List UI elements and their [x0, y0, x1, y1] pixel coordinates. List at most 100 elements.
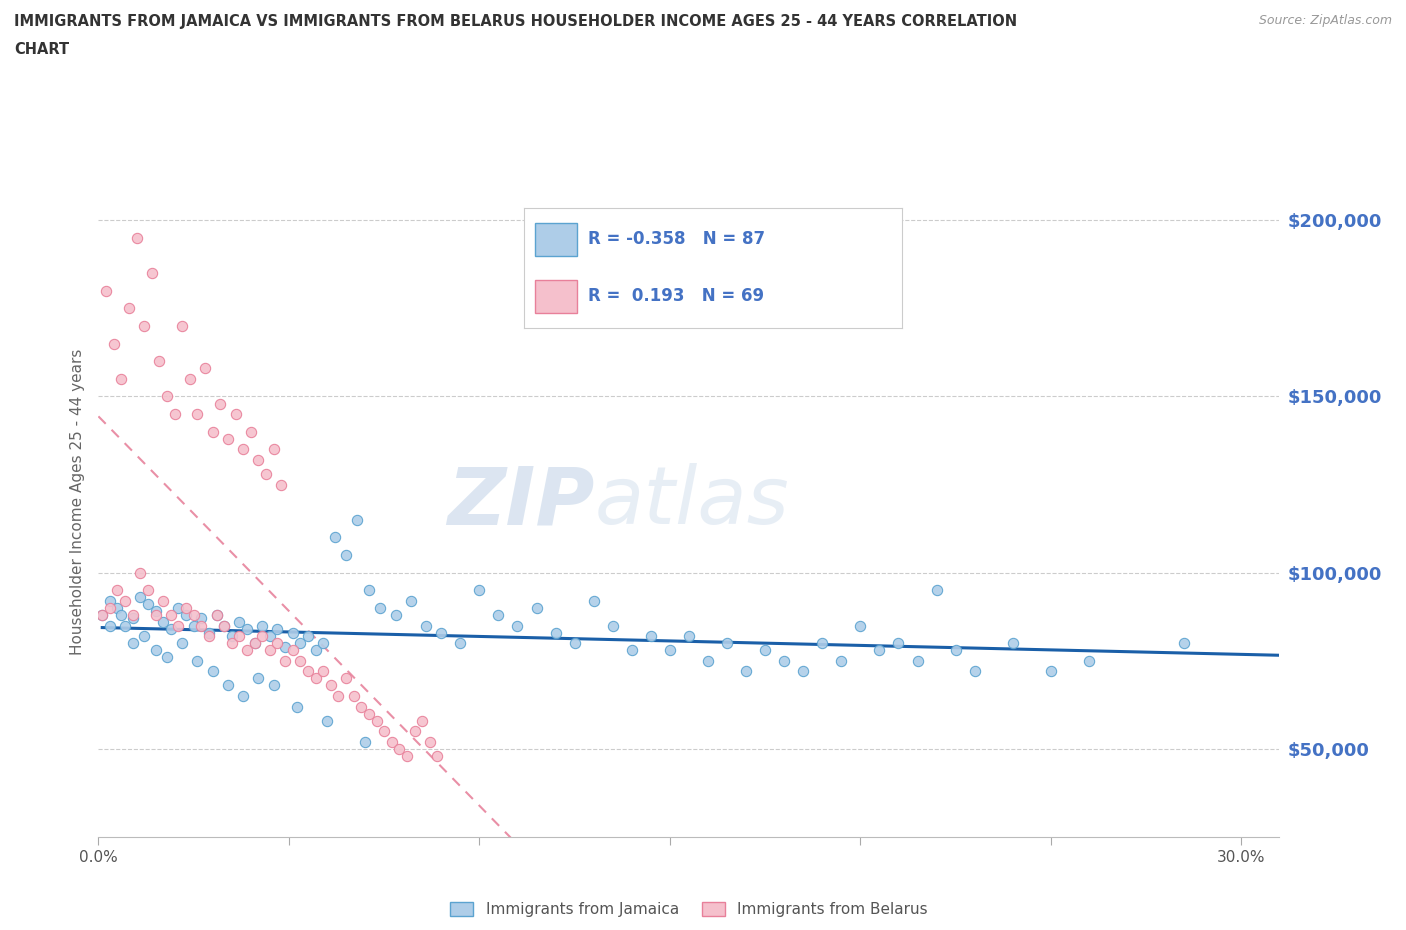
- Point: [370, 601, 392, 616]
- Point: [366, 713, 388, 728]
- Point: [118, 301, 141, 316]
- Point: [236, 643, 259, 658]
- Point: [316, 713, 339, 728]
- Point: [152, 615, 174, 630]
- Point: [357, 583, 380, 598]
- Point: [415, 618, 437, 633]
- Point: [221, 636, 243, 651]
- Point: [183, 607, 205, 622]
- Point: [468, 583, 491, 598]
- Point: [830, 654, 852, 669]
- Point: [582, 593, 605, 608]
- Point: [232, 688, 254, 703]
- Point: [156, 650, 179, 665]
- Point: [183, 618, 205, 633]
- Point: [1001, 636, 1024, 651]
- Point: [319, 678, 342, 693]
- Point: [247, 453, 270, 468]
- Point: [658, 643, 681, 658]
- Point: [152, 593, 174, 608]
- Point: [773, 654, 796, 669]
- Point: [167, 601, 190, 616]
- Point: [602, 618, 624, 633]
- Point: [243, 636, 266, 651]
- Point: [263, 442, 285, 457]
- Text: ZIP: ZIP: [447, 463, 595, 541]
- Point: [544, 625, 567, 640]
- Point: [640, 629, 662, 644]
- Point: [125, 231, 148, 246]
- Point: [107, 583, 129, 598]
- Point: [281, 625, 304, 640]
- Point: [404, 724, 426, 738]
- Point: [328, 688, 350, 703]
- Point: [172, 636, 194, 651]
- Point: [141, 266, 163, 281]
- Point: [488, 607, 510, 622]
- Point: [159, 607, 181, 622]
- Point: [186, 406, 208, 421]
- Point: [792, 664, 814, 679]
- Point: [217, 432, 239, 446]
- Point: [526, 601, 548, 616]
- Point: [148, 353, 170, 368]
- Point: [381, 735, 404, 750]
- Point: [247, 671, 270, 685]
- Point: [172, 319, 194, 334]
- Point: [312, 664, 335, 679]
- Point: [98, 593, 121, 608]
- Y-axis label: Householder Income Ages 25 - 44 years: Householder Income Ages 25 - 44 years: [69, 349, 84, 656]
- Point: [129, 565, 152, 580]
- Point: [114, 593, 136, 608]
- Point: [285, 699, 308, 714]
- Point: [350, 699, 373, 714]
- Point: [945, 643, 967, 658]
- Point: [323, 530, 346, 545]
- Point: [259, 629, 281, 644]
- Point: [201, 424, 224, 439]
- Text: IMMIGRANTS FROM JAMAICA VS IMMIGRANTS FROM BELARUS HOUSEHOLDER INCOME AGES 25 - : IMMIGRANTS FROM JAMAICA VS IMMIGRANTS FR…: [14, 14, 1017, 29]
- Point: [811, 636, 834, 651]
- Point: [179, 371, 201, 386]
- Point: [925, 583, 948, 598]
- Point: [156, 389, 179, 404]
- Point: [252, 618, 274, 633]
- Point: [110, 607, 132, 622]
- Point: [145, 604, 167, 618]
- Point: [136, 583, 159, 598]
- Point: [136, 597, 159, 612]
- Point: [304, 671, 326, 685]
- Point: [163, 406, 186, 421]
- Text: atlas: atlas: [595, 463, 789, 541]
- Point: [274, 654, 297, 669]
- Point: [145, 643, 167, 658]
- Point: [274, 639, 297, 654]
- Point: [252, 629, 274, 644]
- Point: [114, 618, 136, 633]
- Point: [346, 512, 368, 527]
- Point: [297, 664, 319, 679]
- Point: [263, 678, 285, 693]
- Point: [174, 607, 197, 622]
- Point: [225, 406, 247, 421]
- Point: [335, 548, 357, 563]
- Point: [419, 735, 441, 750]
- Point: [399, 593, 422, 608]
- Point: [312, 636, 335, 651]
- Point: [174, 601, 197, 616]
- Point: [887, 636, 910, 651]
- Point: [254, 467, 277, 482]
- Point: [270, 477, 292, 492]
- Point: [121, 636, 143, 651]
- Point: [190, 618, 212, 633]
- Point: [121, 611, 143, 626]
- Point: [217, 678, 239, 693]
- Point: [304, 643, 326, 658]
- Point: [134, 629, 156, 644]
- Point: [107, 601, 129, 616]
- Point: [94, 284, 117, 299]
- Point: [110, 371, 132, 386]
- Point: [620, 643, 643, 658]
- Point: [290, 636, 312, 651]
- Point: [209, 396, 232, 411]
